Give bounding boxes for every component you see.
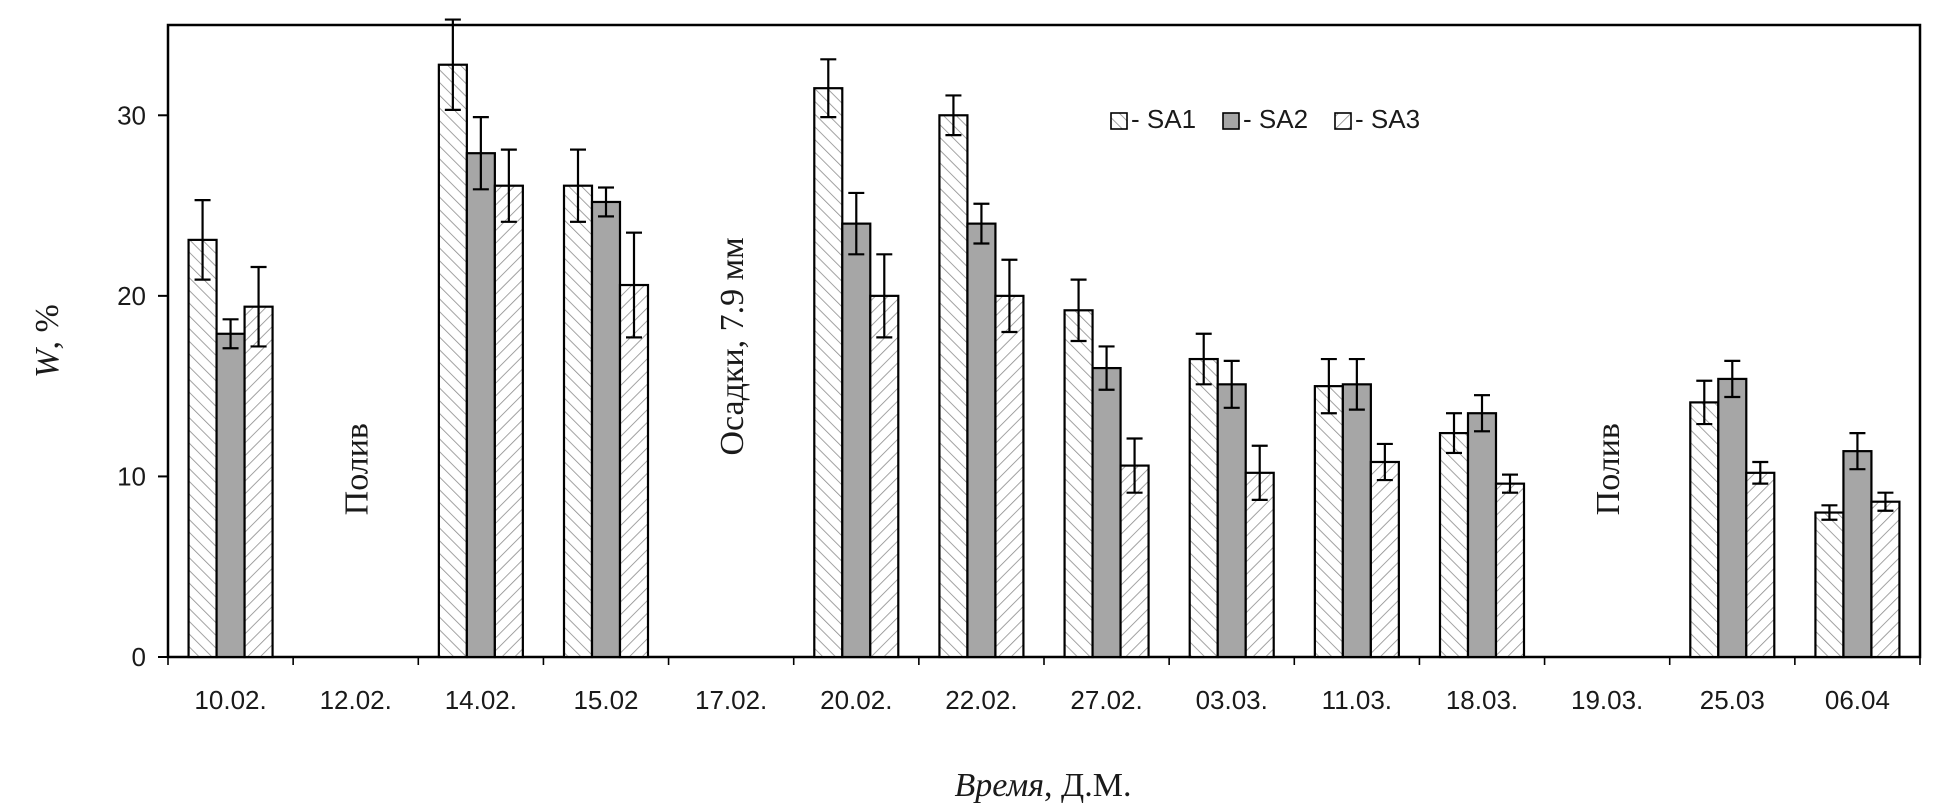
bar-sa2 [465, 152, 496, 659]
x-axis-title-rest: , Д.М. [1044, 767, 1131, 804]
x-tick-label: 14.02. [445, 685, 517, 715]
bar-sa3 [869, 294, 900, 659]
x-tick-label: 06.04 [1825, 685, 1890, 715]
bar-sa2 [590, 200, 622, 659]
x-tick-label: 25.03 [1700, 685, 1765, 715]
x-tick-label: 18.03. [1446, 685, 1518, 715]
bar-sa3 [493, 184, 524, 659]
x-tick-label: 03.03. [1196, 685, 1268, 715]
bar-sa2 [966, 222, 997, 659]
bar-sa1 [938, 114, 969, 659]
bar-sa2 [1341, 383, 1372, 659]
bar-sa2 [841, 222, 872, 659]
x-tick-label: 22.02. [945, 685, 1017, 715]
bar-sa2 [1842, 450, 1873, 659]
bar-sa1 [1689, 401, 1720, 659]
x-tick-label: 11.03. [1322, 685, 1392, 715]
bar-sa3 [243, 305, 274, 659]
annotation-label: Осадки, 7.9 мм [714, 237, 751, 455]
bar-sa3 [1244, 471, 1275, 659]
bar-sa1 [1814, 511, 1845, 659]
y-axis-title-italic: W [29, 347, 66, 378]
legend-swatch [1222, 112, 1240, 130]
bar-sa2 [1091, 366, 1122, 659]
x-axis-title-italic: Время [955, 767, 1045, 804]
bar-sa3 [1494, 482, 1526, 659]
x-tick-label: 20.02. [820, 685, 892, 715]
legend-label: - SA3 [1355, 104, 1420, 134]
legend-swatch [1334, 112, 1352, 130]
bar-sa1 [813, 87, 844, 659]
bar-sa2 [1717, 377, 1748, 659]
bar-sa2 [1216, 383, 1247, 659]
legend-swatch [1110, 112, 1128, 130]
bar-sa1 [1438, 431, 1470, 659]
y-tick-label: 0 [132, 642, 146, 672]
bar-sa1 [1188, 357, 1219, 659]
annotation-label: Полив [1590, 423, 1627, 515]
legend-label: - SA2 [1243, 104, 1308, 134]
bar-sa3 [1369, 460, 1400, 659]
bar-sa1 [1063, 309, 1094, 659]
bar-sa1 [562, 184, 594, 659]
x-tick-label: 10.02. [194, 685, 266, 715]
x-axis-title: Время, Д.М. [955, 767, 1132, 804]
bar-sa1 [437, 63, 468, 659]
y-tick-label: 20 [117, 281, 146, 311]
x-tick-label: 12.02. [320, 685, 392, 715]
x-tick-label: 27.02. [1070, 685, 1142, 715]
bar-sa1 [187, 238, 218, 659]
bar-sa3 [618, 283, 650, 659]
legend-label: - SA1 [1131, 104, 1196, 134]
x-tick-label: 15.02 [573, 685, 638, 715]
annotation-label: Полив [339, 423, 376, 515]
bar-sa2 [1466, 412, 1498, 659]
plot-area [166, 23, 1922, 659]
y-axis-title-rest: , % [29, 304, 66, 349]
x-tick-label: 17.02. [695, 685, 767, 715]
y-tick-label: 10 [117, 461, 146, 491]
bar-sa3 [1119, 464, 1150, 659]
y-tick-label: 30 [117, 100, 146, 130]
bar-sa3 [1745, 471, 1776, 659]
bar-sa2 [215, 332, 246, 659]
x-tick-label: 19.03. [1571, 685, 1643, 715]
y-axis-title: W, % [29, 304, 66, 378]
bar-sa3 [994, 294, 1025, 659]
bar-sa1 [1313, 385, 1344, 659]
bar-sa3 [1870, 500, 1901, 659]
